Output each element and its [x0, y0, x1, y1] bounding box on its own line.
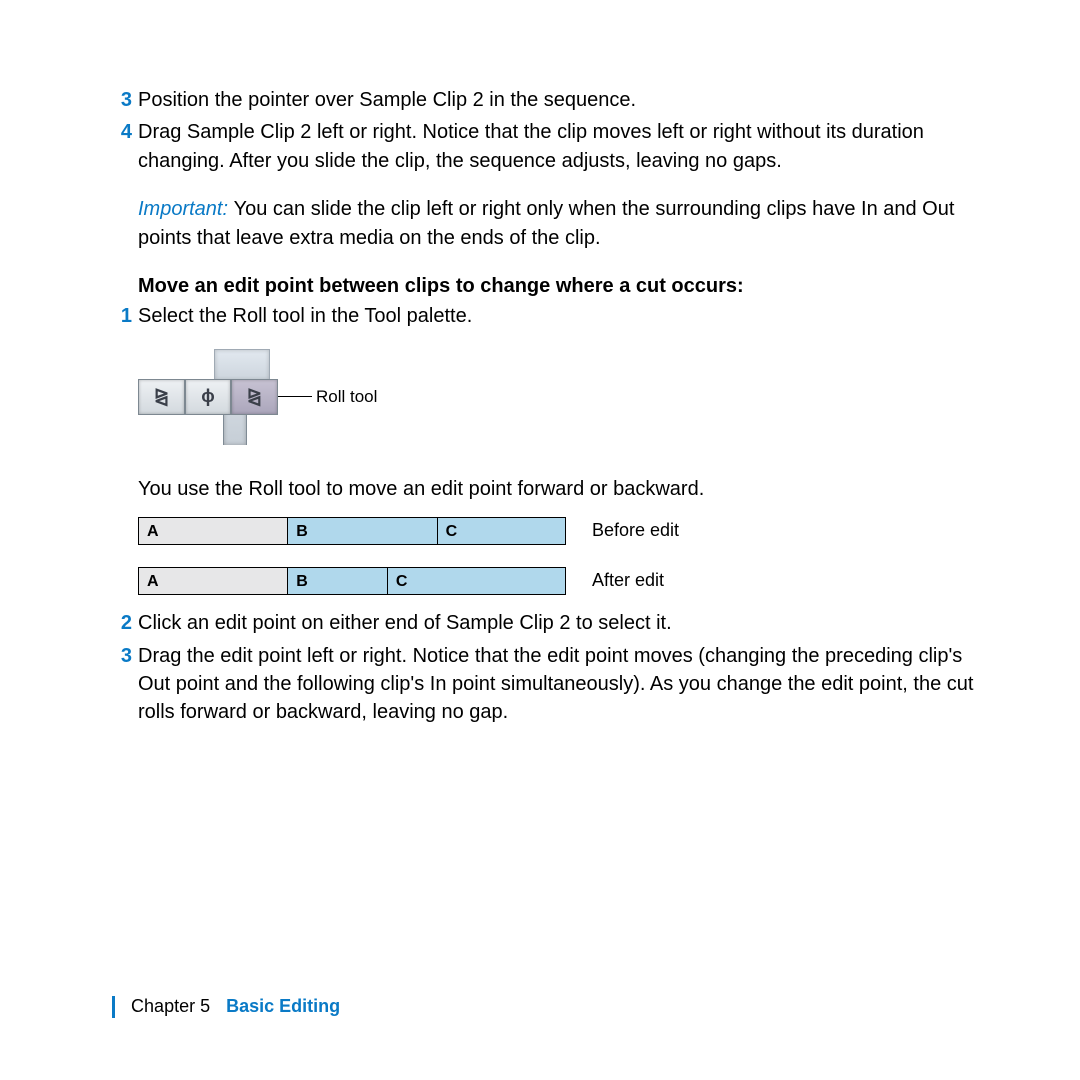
- tool-cell: ɸ: [185, 379, 231, 415]
- tool-top-bg: [214, 349, 270, 381]
- clip-diagram: ABC Before edit ABC After edit: [138, 517, 1000, 595]
- step-row: 1 Select the Roll tool in the Tool palet…: [110, 302, 1000, 330]
- ripple-icon: ⧎: [154, 384, 169, 410]
- clip-row-label: After edit: [592, 568, 664, 594]
- callout-line: [278, 396, 312, 397]
- page: 3 Position the pointer over Sample Clip …: [0, 0, 1080, 1080]
- step-number: 3: [110, 642, 138, 670]
- step-row: 3 Drag the edit point left or right. Not…: [110, 642, 1000, 727]
- step-number: 4: [110, 118, 138, 146]
- step-row: 4 Drag Sample Clip 2 left or right. Noti…: [110, 118, 1000, 175]
- important-label: Important:: [138, 198, 234, 220]
- important-note: Important: You can slide the clip left o…: [110, 195, 1000, 252]
- clip-row-before: ABC Before edit: [138, 517, 1000, 545]
- tool-row: ⧎ ɸ ⧎: [138, 379, 278, 415]
- step-row: 2 Click an edit point on either end of S…: [110, 609, 1000, 637]
- tool-palette-graphic: ⧎ ɸ ⧎: [138, 349, 278, 445]
- step-text: Select the Roll tool in the Tool palette…: [138, 302, 1000, 330]
- clip-segment: A: [139, 568, 288, 594]
- clip-row-label: Before edit: [592, 518, 679, 544]
- clip-segment: C: [438, 518, 565, 544]
- clip-segment: A: [139, 518, 288, 544]
- important-text: You can slide the clip left or right onl…: [138, 198, 954, 248]
- figure-caption: You use the Roll tool to move an edit po…: [138, 475, 1000, 503]
- chapter-label: Chapter 5: [131, 994, 210, 1020]
- step-text: Position the pointer over Sample Clip 2 …: [138, 86, 1000, 114]
- clip-row-after: ABC After edit: [138, 567, 1000, 595]
- step-row: 3 Position the pointer over Sample Clip …: [110, 86, 1000, 114]
- step-text: Drag the edit point left or right. Notic…: [138, 642, 1000, 727]
- important-body: Important: You can slide the clip left o…: [138, 195, 1000, 252]
- callout-label: Roll tool: [316, 385, 377, 409]
- clip-segment: B: [288, 568, 388, 594]
- tool-cell-selected: ⧎: [231, 379, 278, 415]
- footer-divider: [112, 996, 115, 1018]
- clip-bar: ABC: [138, 517, 566, 545]
- step-text: Drag Sample Clip 2 left or right. Notice…: [138, 118, 1000, 175]
- chapter-title: Basic Editing: [226, 994, 340, 1020]
- step-number: 3: [110, 86, 138, 114]
- step-number: 2: [110, 609, 138, 637]
- roll-icon: ⧎: [247, 384, 262, 410]
- roll-tool-figure: ⧎ ɸ ⧎ Roll tool: [138, 349, 1000, 445]
- slip-icon: ɸ: [201, 384, 215, 410]
- step-number: 1: [110, 302, 138, 330]
- tool-cell: ⧎: [138, 379, 185, 415]
- subheading: Move an edit point between clips to chan…: [138, 272, 1000, 300]
- page-footer: 104 Chapter 5 Basic Editing: [0, 994, 340, 1020]
- clip-bar: ABC: [138, 567, 566, 595]
- step-text: Click an edit point on either end of Sam…: [138, 609, 1000, 637]
- clip-segment: B: [288, 518, 437, 544]
- clip-segment: C: [388, 568, 565, 594]
